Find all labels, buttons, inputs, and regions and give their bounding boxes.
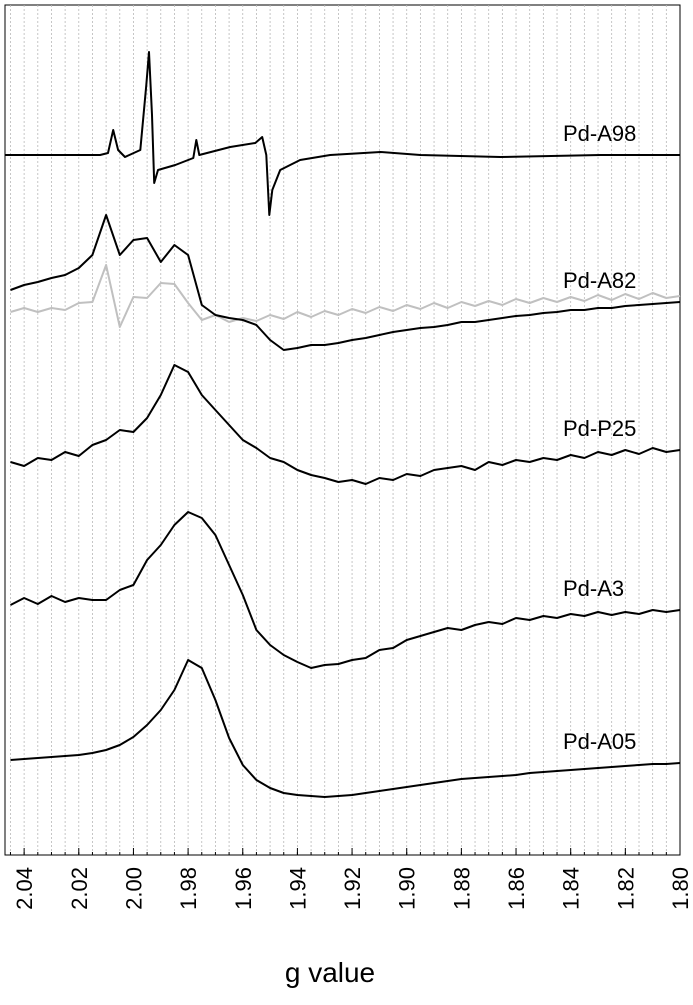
series-label: Pd-A3 <box>563 576 624 601</box>
x-tick-label: 1.90 <box>395 867 420 910</box>
series-label: Pd-A82 <box>563 268 636 293</box>
x-tick-label: 1.88 <box>449 867 474 910</box>
x-tick-label: 1.80 <box>668 867 693 910</box>
spectrum-line <box>10 214 681 351</box>
spectrum-line <box>5 51 680 216</box>
x-tick-label: 1.92 <box>340 867 365 910</box>
x-tick-label: 1.96 <box>231 867 256 910</box>
x-tick-label: 2.00 <box>121 867 146 910</box>
spectrum-line <box>10 659 681 798</box>
x-tick-label: 1.98 <box>176 867 201 910</box>
x-tick-label: 1.94 <box>285 867 310 910</box>
x-tick-label: 1.82 <box>613 867 638 910</box>
x-tick-label: 1.84 <box>559 867 584 910</box>
x-tick-label: 2.02 <box>67 867 92 910</box>
x-tick-label: 1.86 <box>504 867 529 910</box>
spectrum-line <box>10 511 681 669</box>
plot-frame <box>4 4 681 856</box>
spectrum-line <box>10 364 681 485</box>
spectrum-line <box>10 264 681 328</box>
x-tick-label: 2.04 <box>12 867 37 910</box>
x-axis-label: g value <box>285 957 375 988</box>
series-label: Pd-P25 <box>563 416 636 441</box>
series-label: Pd-A05 <box>563 729 636 754</box>
series-label: Pd-A98 <box>563 121 636 146</box>
